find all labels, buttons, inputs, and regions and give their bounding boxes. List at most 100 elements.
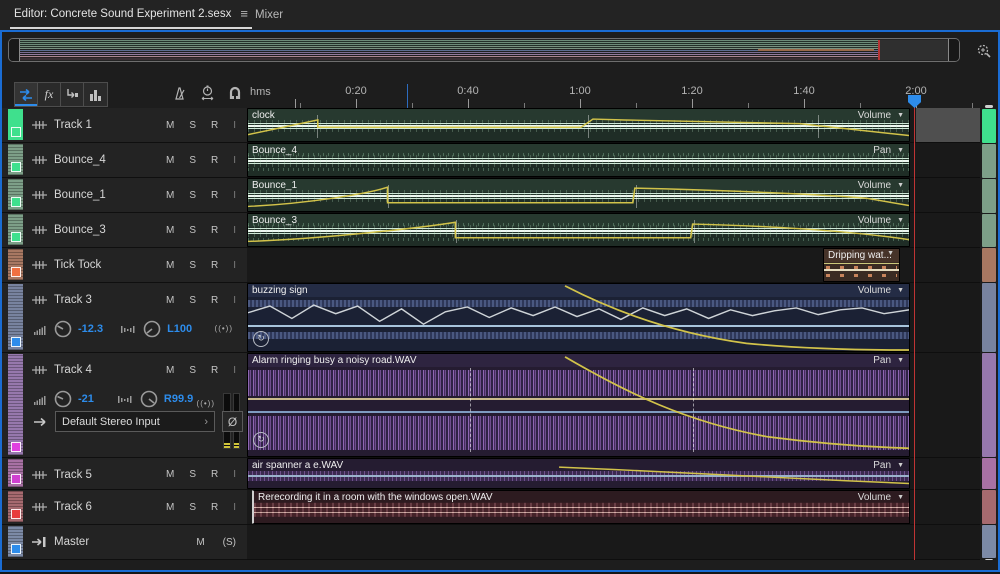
multitrack-toggle-button[interactable] [15,83,38,106]
record-arm-button[interactable]: R [210,294,219,306]
track-color-strip[interactable] [8,179,23,210]
track-color-strip[interactable] [8,109,23,140]
track-header-track1[interactable]: Track 1 M S R I [2,108,247,143]
timeline-ruler[interactable]: hms 0:20 0:40 1:00 1:20 1:40 2:00 [247,82,980,108]
record-arm-button[interactable]: R [210,364,219,376]
track-color-strip[interactable] [8,459,23,487]
pan-knob[interactable] [143,320,161,338]
track-header-bounce1[interactable]: Bounce_1 M S R I [2,178,247,213]
master-solo-button[interactable]: (S) [222,536,236,548]
input-device-selector[interactable]: Default Stereo Input › [55,411,215,432]
pan-envelope[interactable] [248,459,909,488]
mute-button[interactable]: M [165,364,175,376]
metronome-icon[interactable] [172,86,187,101]
clip-air-spanner[interactable]: air spanner a e.WAV Pan ▼ [247,458,910,489]
track-name[interactable]: Track 5 [54,469,92,481]
mute-button[interactable]: M [165,119,175,131]
automation-selector[interactable]: Volume ▼ [857,215,904,226]
clip-bounce4[interactable]: Bounce_4 Pan ▼ [247,143,910,177]
navigator-left-handle[interactable] [9,39,20,61]
lane-bounce1[interactable] [247,178,980,213]
mute-button[interactable]: M [165,224,175,236]
monitor-input-icon[interactable]: ((•)) [196,399,215,408]
solo-button[interactable]: S [189,468,196,480]
volume-envelope[interactable] [248,179,909,211]
phase-invert-button[interactable]: Ø [222,411,243,432]
volume-knob[interactable] [54,390,72,408]
volume-knob[interactable] [54,320,72,338]
automation-selector[interactable]: Pan ▼ [873,145,904,156]
pan-value[interactable]: R99.9 [163,393,194,405]
record-arm-button[interactable]: R [210,468,219,480]
tap-tempo-icon[interactable] [200,85,215,101]
track-header-ticktock[interactable]: Tick Tock M S R I [2,248,247,283]
solo-button[interactable]: S [189,224,196,236]
automation-selector[interactable]: Volume ▼ [857,285,904,296]
zoom-navigator-bar[interactable] [8,38,960,62]
lane-track5[interactable] [247,458,980,490]
pan-value[interactable]: L100 [167,323,193,335]
automation-selector[interactable]: Volume ▼ [857,180,904,191]
tab-mixer[interactable]: Mixer [255,0,283,30]
record-arm-button[interactable]: R [210,154,219,166]
volume-value[interactable]: -12.3 [78,323,104,335]
track-header-track3[interactable]: Track 3 M S R I -12.3 L100 ((•)) [2,283,247,353]
record-arm-button[interactable]: R [210,259,219,271]
automation-selector[interactable]: Volume ▼ [857,110,904,121]
track-name[interactable]: Master [54,536,90,548]
zoom-tool-icon[interactable] [976,43,993,65]
snap-magnet-icon[interactable] [228,86,242,101]
time-selection-highlight[interactable] [916,108,980,142]
track-name[interactable]: Track 6 [54,501,92,513]
track-header-track6[interactable]: Track 6 M S R I [2,490,247,525]
track-name[interactable]: Track 1 [54,119,92,131]
track-name[interactable]: Tick Tock [54,259,102,271]
input-monitor-button[interactable]: I [233,189,236,201]
lane-track1[interactable] [247,108,980,143]
track-name[interactable]: Bounce_1 [54,189,106,201]
solo-button[interactable]: S [189,501,196,513]
track-header-track5[interactable]: Track 5 M S R I [2,458,247,490]
effects-rack-button[interactable]: fx [38,83,61,106]
input-monitor-button[interactable]: I [233,259,236,271]
tab-editor[interactable]: Editor: Concrete Sound Experiment 2.sesx… [10,0,252,29]
track-header-bounce3[interactable]: Bounce_3 M S R I [2,213,247,248]
navigator-right-handle[interactable] [948,39,959,61]
track-color-scrollbar[interactable] [981,104,997,564]
clip-buzzing-sign[interactable]: ↻ buzzing sign Volume ▼ [247,283,910,352]
solo-button[interactable]: S [189,189,196,201]
input-monitor-button[interactable]: I [233,224,236,236]
clip-rerecording[interactable]: Rerecording it in a room with the window… [252,490,910,524]
solo-button[interactable]: S [189,364,196,376]
automation-selector[interactable]: Pan ▼ [873,460,904,471]
track-color-strip[interactable] [8,214,23,245]
track-header-master[interactable]: Master M (S) [2,525,247,560]
solo-button[interactable]: S [189,259,196,271]
volume-value[interactable]: -21 [78,393,94,405]
track-color-strip[interactable] [8,284,23,350]
lane-bounce4[interactable] [247,143,980,178]
automation-lines[interactable] [248,284,909,351]
track-color-strip[interactable] [8,249,23,280]
routing-button[interactable] [61,83,84,106]
track-name[interactable]: Bounce_3 [54,224,106,236]
input-monitor-button[interactable]: I [233,119,236,131]
lane-ticktock[interactable] [247,248,980,283]
clip-dropdown[interactable]: ▼ [887,250,894,257]
metering-button[interactable] [84,83,107,106]
pan-envelope[interactable] [248,354,909,456]
input-monitor-button[interactable]: I [233,294,236,306]
lane-track6[interactable] [247,490,980,525]
track-header-track4[interactable]: Track 4 M S R I -21 R99.9 ((•)) Default Ste… [2,353,247,458]
input-monitor-button[interactable]: I [233,468,236,480]
solo-button[interactable]: S [189,294,196,306]
volume-envelope[interactable] [248,109,909,141]
volume-envelope[interactable] [248,214,909,246]
lane-master[interactable] [247,525,980,560]
clip-dripping-water[interactable]: Dripping wat... ▼ [823,248,900,282]
input-monitor-button[interactable]: I [233,364,236,376]
mute-button[interactable]: M [165,154,175,166]
playhead-line[interactable] [914,100,915,560]
panel-menu-icon[interactable]: ≡ [240,6,248,21]
clip-alarm[interactable]: ↻ Alarm ringing busy a noisy road.WAV Pa… [247,353,910,457]
